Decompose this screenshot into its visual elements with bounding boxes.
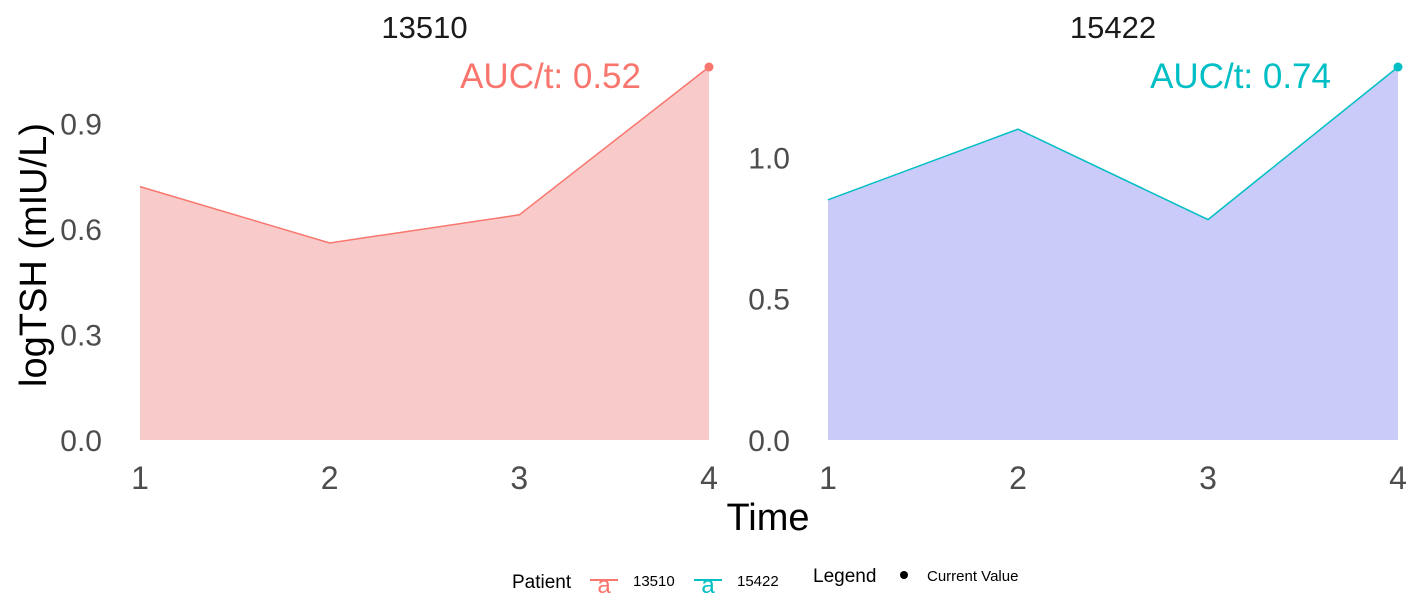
auc-annotation-15422: AUC/t: 0.74 (1150, 57, 1331, 96)
y-tick-label-15422: 0.5 (748, 284, 790, 317)
x-axis-title: Time (726, 497, 809, 539)
panel-title-15422: 15422 (1070, 10, 1156, 45)
legend-key-glyph-15422: a (701, 572, 715, 599)
legend-key-glyph-13510: a (597, 572, 611, 599)
auc-annotation-13510: AUC/t: 0.52 (460, 57, 641, 96)
current-value-dot-13510 (704, 62, 714, 72)
x-tick-label-15422: 1 (819, 460, 837, 496)
area-panel-13510 (140, 67, 709, 440)
legend-label-15422: 15422 (737, 573, 779, 590)
legend-title-legend: Legend (813, 566, 876, 587)
x-tick-label-13510: 1 (131, 460, 149, 496)
area-panel-15422 (828, 67, 1398, 440)
x-tick-label-13510: 2 (321, 460, 339, 496)
x-tick-label-13510: 4 (700, 460, 718, 496)
legend-key-current-value-dot (900, 571, 908, 579)
y-tick-label-15422: 0.0 (748, 425, 790, 458)
panel-title-13510: 13510 (381, 10, 467, 45)
x-tick-label-15422: 3 (1199, 460, 1217, 496)
x-tick-label-15422: 2 (1009, 460, 1027, 496)
legend-title-patient: Patient (512, 572, 572, 593)
line-panel-13510 (139, 66, 710, 244)
y-tick-label-15422: 1.0 (748, 142, 790, 175)
y-tick-label-13510: 0.6 (60, 214, 102, 247)
line-panel-15422 (827, 66, 1399, 221)
y-tick-label-13510: 0.3 (60, 319, 102, 352)
x-tick-label-13510: 3 (510, 460, 528, 496)
y-tick-label-13510: 0.0 (60, 425, 102, 458)
current-value-dot-15422 (1393, 62, 1403, 72)
y-axis-title: logTSH (mIU/L) (13, 123, 55, 387)
legend-label-current-value: Current Value (927, 568, 1018, 585)
y-tick-label-13510: 0.9 (60, 108, 102, 141)
x-tick-label-15422: 4 (1389, 460, 1407, 496)
legend-label-13510: 13510 (633, 573, 675, 590)
